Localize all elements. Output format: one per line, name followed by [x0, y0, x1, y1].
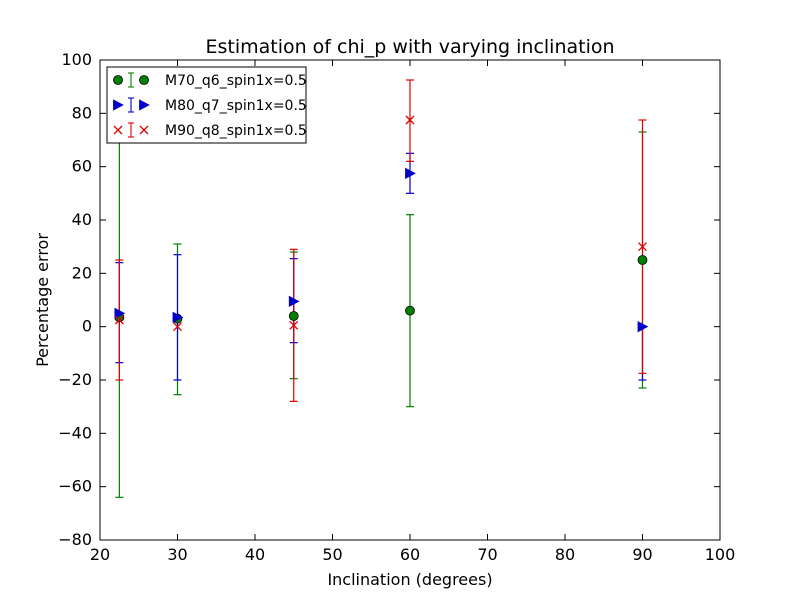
legend: M70_q6_spin1x=0.5 M80_q7_spin1x=0.5 M90_q8…	[106, 66, 307, 144]
data-point-2-3	[405, 115, 415, 125]
legend-marker-left-1	[113, 99, 124, 111]
y-tick-label-9: 100	[61, 50, 92, 69]
y-tick-label-6: 40	[72, 210, 92, 229]
data-point-1-3	[405, 167, 416, 179]
x-tick-label-7: 90	[632, 545, 652, 564]
data-point-2-0	[114, 315, 124, 325]
series-0	[115, 86, 647, 498]
data-point-1-2	[288, 295, 300, 307]
y-tick-label-2: −40	[58, 423, 92, 442]
data-point-2-3-b	[405, 115, 415, 125]
data-point-2-4-b	[638, 242, 647, 252]
legend-marker-left-0	[113, 75, 123, 85]
y-tick-label-8: 80	[72, 103, 92, 122]
data-point-2-1-b	[173, 322, 182, 332]
legend-label-0: M70_q6_spin1x=0.5	[165, 73, 307, 89]
y-axis-label: Percentage error	[33, 233, 52, 367]
series-points-1	[114, 167, 649, 333]
x-tick-label-4: 60	[400, 545, 420, 564]
series-points-2	[114, 115, 647, 332]
data-point-2-4	[638, 242, 647, 252]
x-tick-label-6: 80	[555, 545, 575, 564]
data-point-2-2-b	[289, 320, 299, 330]
y-tick-label-5: 20	[72, 263, 92, 282]
data-point-1-0	[114, 307, 126, 319]
data-point-0-3	[405, 305, 415, 316]
data-point-0-2	[288, 311, 299, 321]
x-tick-label-8: 100	[705, 545, 736, 564]
legend-marker-right-1	[139, 99, 150, 111]
axis-ticks: 20 30 40 50 60 70 80 90 100 −80 −60 −40 −20 0 20 40 60 80…	[58, 50, 735, 564]
x-tick-label-1: 30	[167, 545, 187, 564]
y-tick-label-4: 0	[82, 317, 92, 336]
plot-frame	[99, 59, 721, 541]
y-tick-label-3: −20	[58, 370, 92, 389]
data-point-0-4	[637, 255, 648, 265]
y-tick-label-7: 60	[72, 157, 92, 176]
data-point-1-4	[637, 321, 649, 333]
data-point-2-1	[173, 322, 182, 332]
x-tick-label-2: 40	[245, 545, 265, 564]
data-point-2-0-b	[114, 315, 124, 325]
legend-marker-right-0	[139, 75, 149, 85]
data-point-2-2	[289, 320, 299, 330]
chart-title: Estimation of chi_p with varying inclina…	[205, 36, 614, 58]
data-point-1-1	[172, 311, 184, 323]
legend-marker-left-2	[113, 125, 123, 135]
series-points-0	[114, 255, 648, 324]
x-tick-label-3: 50	[322, 545, 342, 564]
legend-marker-right-2-b	[139, 125, 149, 135]
legend-marker-left-2-b	[113, 125, 123, 135]
legend-label-2: M90_q8_spin1x=0.5	[165, 123, 307, 139]
x-tick-label-0: 20	[90, 545, 110, 564]
data-marks	[114, 79, 649, 498]
y-tick-label-0: −80	[58, 530, 92, 549]
legend-marker-right-2	[139, 125, 149, 135]
series-1	[115, 152, 647, 381]
legend-label-1: M80_q7_spin1x=0.5	[165, 98, 307, 114]
y-tick-label-1: −60	[58, 477, 92, 496]
x-axis-label: Inclination (degrees)	[327, 570, 492, 589]
x-tick-label-5: 70	[477, 545, 497, 564]
